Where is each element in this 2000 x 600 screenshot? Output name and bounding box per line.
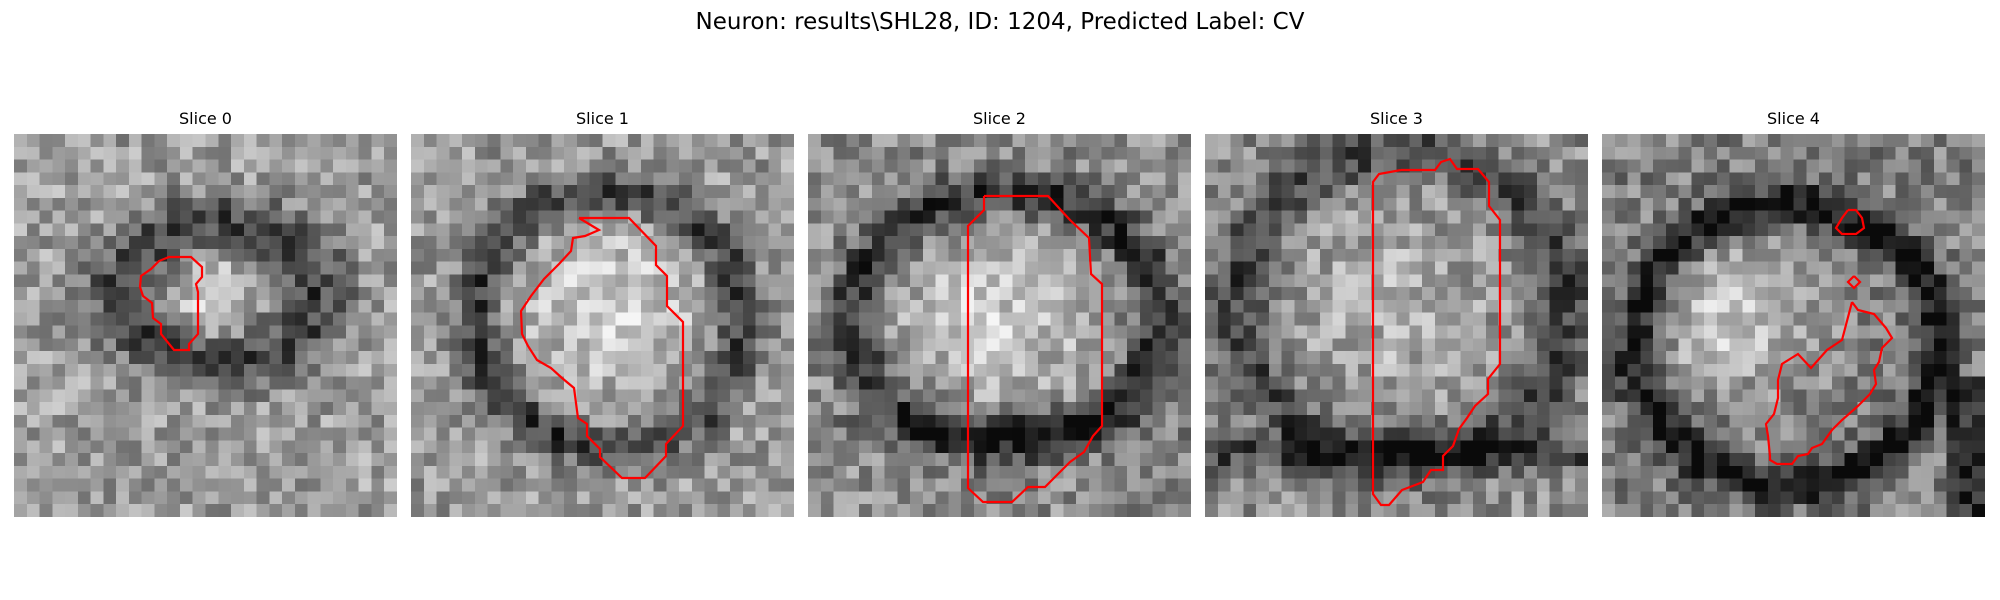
- slice-1-image: [411, 134, 794, 517]
- slice-3-image: [1205, 134, 1588, 517]
- slice-0-contour-layer: [138, 255, 204, 352]
- slice-3-contour-layer: [1371, 157, 1502, 507]
- slice-3-panel: [1205, 134, 1588, 517]
- slice-0-image: [14, 134, 397, 517]
- slice-2-panel: [808, 134, 1191, 517]
- figure-title: Neuron: results\SHL28, ID: 1204, Predict…: [695, 9, 1305, 35]
- slice-4-contour-main: [1764, 301, 1894, 466]
- slice-1-panel: [411, 134, 794, 517]
- slice-4-contour-layer: [1764, 208, 1894, 466]
- slice-2-contour: [966, 194, 1104, 504]
- slice-0-title: Slice 0: [179, 109, 232, 128]
- slice-3-title: Slice 3: [1370, 109, 1423, 128]
- slice-2-title: Slice 2: [973, 109, 1026, 128]
- slice-4-contour-small: [1846, 275, 1862, 290]
- slice-2-contour-layer: [966, 194, 1104, 504]
- slice-4-title: Slice 4: [1767, 109, 1820, 128]
- slice-3-contour: [1371, 157, 1502, 507]
- slice-0-panel: [14, 134, 397, 517]
- slice-1-contour: [519, 216, 685, 480]
- slice-4-image: [1602, 134, 1985, 517]
- slice-1-contour-layer: [519, 216, 685, 480]
- slice-4-panel: [1602, 134, 1985, 517]
- slice-4-contour: [1834, 208, 1866, 236]
- slice-0-contour: [138, 255, 204, 352]
- slice-2-image: [808, 134, 1191, 517]
- slice-1-title: Slice 1: [576, 109, 629, 128]
